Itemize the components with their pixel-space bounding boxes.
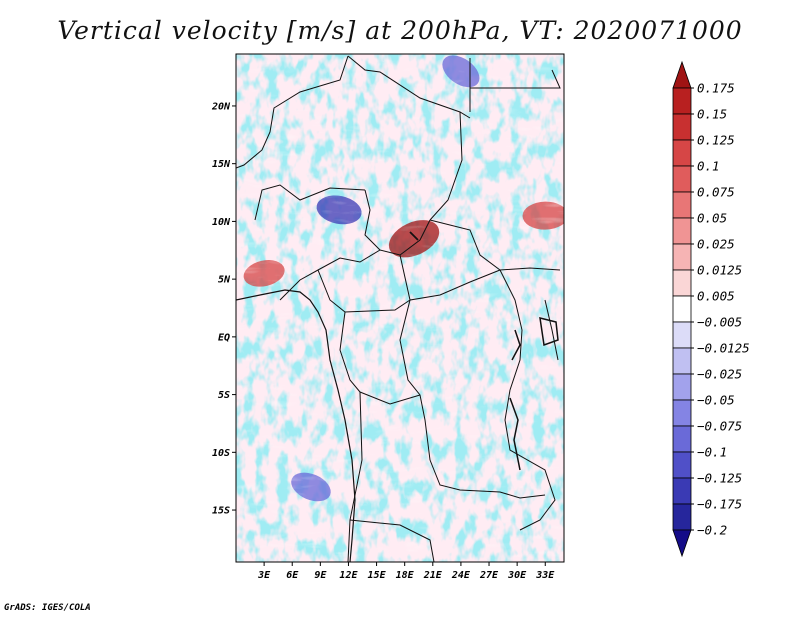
country-borders [236, 55, 561, 562]
border-line [347, 55, 471, 119]
colorbar-swatch [672, 269, 692, 297]
lake-outline [539, 317, 559, 347]
border-line [544, 299, 559, 361]
colorbar-swatch [672, 347, 692, 375]
colorbar-label: 0.025 [697, 237, 735, 252]
colorbar-swatch [672, 165, 692, 193]
colorbar-swatch [672, 503, 692, 531]
colorbar-label: 0.175 [697, 81, 735, 96]
colorbar-label: 0.1 [697, 159, 720, 174]
colorbar-swatch [672, 425, 692, 453]
x-tick-label: 21E [423, 570, 443, 581]
colorbar-label: −0.2 [697, 523, 727, 538]
colorbar-swatch [672, 191, 692, 219]
x-tick-label: 12E [339, 570, 358, 581]
x-tick-label: 6E [286, 570, 299, 581]
colorbar-swatch [672, 321, 692, 349]
colorbar-swatch [672, 373, 692, 401]
colorbar-label: 0.0125 [697, 263, 742, 278]
colorbar-label: −0.025 [697, 367, 742, 382]
border-line [359, 391, 421, 405]
lake-outline [511, 329, 521, 361]
x-tick-label: 27E [479, 570, 499, 581]
x-tick-label: 3E [257, 570, 271, 581]
colorbar-swatch [672, 477, 692, 505]
velocity-streaks [236, 54, 564, 562]
colorbar: 0.175 0.15 0.125 0.1 0.075 0.05 0.025 0.0125 0.0… [672, 60, 750, 558]
border-line [429, 111, 463, 221]
colorbar-label: 0.005 [697, 289, 735, 304]
colorbar-label: −0.125 [697, 471, 742, 486]
colorbar-swatch [672, 451, 692, 479]
colorbar-label: −0.05 [697, 393, 735, 408]
x-tick-label: 9E [314, 570, 327, 581]
colorbar-swatch [672, 295, 692, 323]
chart-title: Vertical velocity [m/s] at 200hPa, VT: 2… [57, 16, 743, 45]
colorbar-label: 0.05 [697, 211, 727, 226]
border-line [347, 391, 363, 562]
lake-outline [509, 397, 521, 471]
y-axis: 20N 15N 10N 5N EQ 5S 10S 15S [211, 101, 236, 517]
y-tick-label: 5S [218, 390, 230, 401]
footer-credit: GrADS: IGES/COLA [4, 603, 91, 613]
colorbar-label: −0.075 [697, 419, 742, 434]
colorbar-label: 0.125 [697, 133, 735, 148]
colorbar-label: −0.1 [697, 445, 727, 460]
lake-outline [409, 231, 419, 241]
plot-area [236, 54, 564, 562]
border-line [349, 519, 435, 562]
x-tick-label: 33E [535, 570, 555, 581]
colorbar-swatch [672, 399, 692, 427]
border-line [399, 254, 501, 301]
border-line [504, 389, 556, 531]
border-line [279, 249, 381, 301]
border-line [399, 299, 431, 461]
colorbar-swatch [672, 113, 692, 141]
x-tick-label: 18E [396, 570, 415, 581]
border-line [339, 311, 361, 393]
colorbar-label: −0.175 [697, 497, 742, 512]
y-tick-label: 10S [212, 448, 230, 459]
plot-frame [235, 53, 565, 563]
x-tick-label: 24E [451, 570, 471, 581]
y-tick-label: 5N [218, 275, 231, 286]
border-line [429, 459, 546, 499]
border-line [429, 219, 561, 271]
colorbar-swatch [672, 243, 692, 271]
colorbar-label: 0.075 [697, 185, 735, 200]
y-tick-label: 15S [212, 506, 230, 517]
colorbar-swatch [672, 529, 692, 558]
colorbar-label: −0.005 [697, 315, 742, 330]
y-tick-label: 15N [212, 159, 231, 170]
border-line [254, 184, 366, 221]
coastline [236, 289, 356, 562]
border-line [499, 269, 523, 391]
colorbar-swatch [672, 217, 692, 245]
colorbar-swatch [672, 139, 692, 167]
colorbar-label: 0.15 [697, 107, 727, 122]
y-tick-label: 20N [211, 101, 231, 112]
border-line [236, 55, 349, 169]
y-tick-label: EQ [218, 332, 230, 343]
border-line [470, 69, 561, 89]
x-axis: 3E 6E 9E 12E 15E 18E 21E 24E 27E 30E 33E [257, 562, 555, 581]
colorbar-swatch [672, 60, 692, 89]
x-tick-label: 15E [368, 570, 387, 581]
y-tick-label: 10N [212, 217, 231, 228]
colorbar-label: −0.0125 [697, 341, 750, 356]
x-tick-label: 30E [507, 570, 527, 581]
colorbar-swatch [672, 87, 692, 115]
